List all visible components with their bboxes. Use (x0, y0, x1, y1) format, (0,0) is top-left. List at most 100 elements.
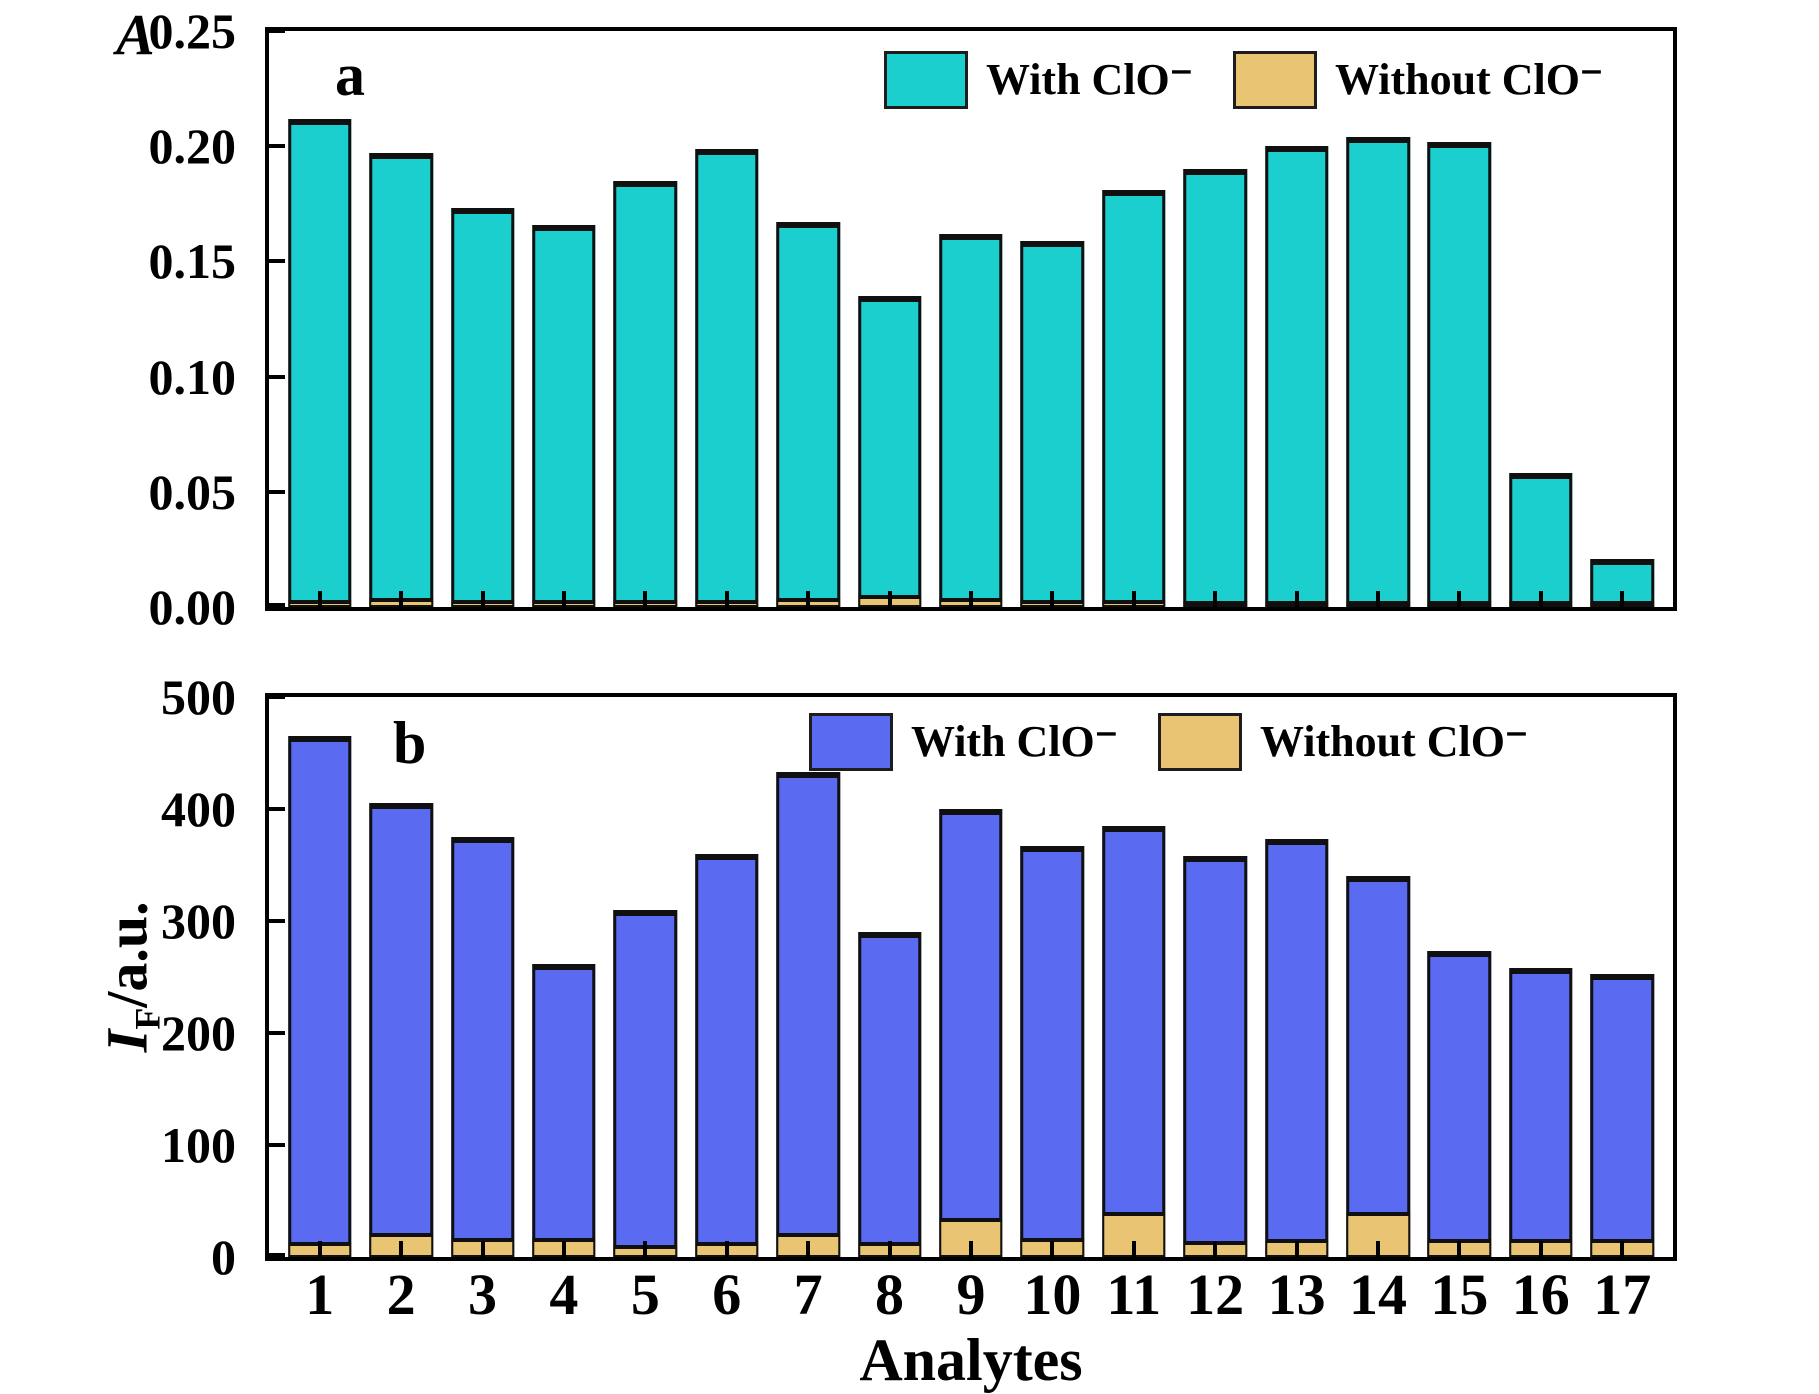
bar-slot-analyte-5 (605, 31, 686, 607)
legend-label-with-clo: With ClO⁻ (911, 717, 1119, 766)
x-tick-label-9: 9 (956, 1262, 986, 1327)
bar-slot-analyte-3 (442, 697, 523, 1257)
y-tick-label: 100 (161, 1117, 236, 1173)
bar-slot-analyte-9 (930, 697, 1011, 1257)
x-tick-label-4: 4 (549, 1262, 579, 1327)
bar-slot-analyte-6 (686, 31, 767, 607)
x-axis-title: Analytes (859, 1327, 1083, 1393)
bar-slot-analyte-2 (360, 31, 441, 607)
y-tick-label: 0.15 (148, 233, 237, 290)
bar-with-clo-a-5 (613, 180, 678, 607)
bar-with-clo-a-7 (776, 222, 840, 607)
panel-a-y-tick-labels: 0.00 0.05 0.10 0.15 0.20 0.25 (0, 6, 250, 632)
legend-swatch-with-clo (884, 51, 968, 109)
bar-slot-analyte-14 (1337, 31, 1418, 607)
x-tick-label-8: 8 (875, 1262, 905, 1327)
y-tick-mark (269, 489, 285, 494)
y-tick-label: 0.20 (148, 118, 237, 175)
bar-with-clo-b-3 (450, 837, 515, 1257)
bar-slot-analyte-17 (1582, 31, 1663, 607)
bar-slot-analyte-11 (1093, 31, 1174, 607)
panel-a-letter: a (335, 42, 365, 108)
x-tick-mark (1457, 1241, 1462, 1257)
x-tick-label-14: 14 (1348, 1262, 1407, 1327)
bar-slot-analyte-9 (930, 31, 1011, 607)
bar-with-clo-b-8 (857, 932, 922, 1257)
bar-slot-analyte-17 (1582, 697, 1663, 1257)
x-tick-mark (968, 591, 973, 607)
bar-slot-analyte-16 (1500, 31, 1581, 607)
y-tick-mark (269, 1253, 285, 1257)
x-tick-label-12: 12 (1186, 1262, 1245, 1327)
bar-with-clo-b-10 (1020, 845, 1085, 1257)
bar-slot-analyte-7 (767, 697, 848, 1257)
y-tick-label: 0 (211, 1229, 236, 1285)
panel-a-legend: With ClO⁻ Without ClO⁻ (884, 51, 1603, 109)
x-tick-mark (724, 591, 729, 607)
legend-label-without-clo: Without ClO⁻ (1335, 55, 1604, 104)
bar-slot-analyte-12 (1175, 697, 1256, 1257)
x-tick-mark (1213, 1241, 1218, 1257)
bar-slot-analyte-14 (1337, 697, 1418, 1257)
x-tick-mark (1620, 591, 1625, 607)
legend-label-with-clo: With ClO⁻ (986, 55, 1194, 104)
x-tick-mark (317, 591, 322, 607)
bar-with-clo-b-2 (369, 803, 433, 1257)
x-tick-labels: 1 2 3 4 5 6 7 8 9 10 11 12 13 14 15 16 17 (279, 1266, 1663, 1324)
bar-with-clo-b-15 (1427, 951, 1492, 1257)
x-tick-mark (887, 1241, 892, 1257)
x-tick-label-1: 1 (305, 1262, 335, 1327)
x-tick-label-16: 16 (1511, 1262, 1570, 1327)
bar-slot-analyte-3 (442, 31, 523, 607)
y-tick-mark (269, 807, 285, 811)
x-tick-label-6: 6 (712, 1262, 742, 1327)
legend-swatch-without-clo (1233, 51, 1318, 109)
x-tick-mark (1213, 591, 1218, 607)
bar-with-clo-b-5 (613, 909, 678, 1257)
bar-without-clo-b-9 (939, 1217, 1003, 1257)
y-tick-mark (269, 603, 285, 607)
x-tick-mark (561, 1241, 566, 1257)
bar-with-clo-b-1 (287, 736, 352, 1257)
bar-slot-analyte-10 (1012, 31, 1093, 607)
x-tick-label-13: 13 (1267, 1262, 1326, 1327)
bar-slot-analyte-4 (523, 697, 604, 1257)
bar-slot-analyte-15 (1419, 697, 1500, 1257)
bar-with-clo-a-16 (1509, 473, 1573, 607)
bar-with-clo-a-8 (857, 295, 922, 607)
bar-with-clo-a-15 (1427, 141, 1492, 607)
bar-with-clo-a-2 (369, 153, 433, 607)
x-tick-label-2: 2 (386, 1262, 416, 1327)
x-tick-mark (1131, 591, 1136, 607)
x-tick-mark (643, 1241, 648, 1257)
bar-slot-analyte-4 (523, 31, 604, 607)
bar-slot-analyte-2 (360, 697, 441, 1257)
y-tick-label: 500 (161, 669, 236, 725)
bar-slot-analyte-11 (1093, 697, 1174, 1257)
x-tick-mark (1376, 591, 1381, 607)
y-tick-mark (269, 919, 285, 923)
bar-with-clo-b-6 (695, 853, 759, 1257)
bar-with-clo-b-13 (1264, 839, 1329, 1257)
bar-with-clo-b-7 (776, 772, 840, 1257)
y-tick-mark (269, 29, 285, 33)
bar-slot-analyte-16 (1500, 697, 1581, 1257)
bar-with-clo-b-17 (1590, 973, 1655, 1257)
y-tick-label: 0.10 (148, 348, 237, 405)
x-tick-mark (806, 591, 811, 607)
bar-slot-analyte-7 (767, 31, 848, 607)
x-tick-mark (561, 591, 566, 607)
x-tick-mark (480, 1241, 485, 1257)
bar-with-clo-a-6 (695, 148, 759, 607)
x-tick-mark (643, 591, 648, 607)
bar-with-clo-b-4 (532, 963, 596, 1257)
x-tick-mark (887, 591, 892, 607)
panel-a-y-axis-label: A (116, 2, 155, 67)
bar-with-clo-a-9 (939, 233, 1003, 607)
x-tick-mark (1538, 591, 1543, 607)
x-tick-mark (1294, 591, 1299, 607)
x-tick-mark (806, 1241, 811, 1257)
x-tick-label-15: 15 (1430, 1262, 1489, 1327)
bar-slot-analyte-10 (1012, 697, 1093, 1257)
